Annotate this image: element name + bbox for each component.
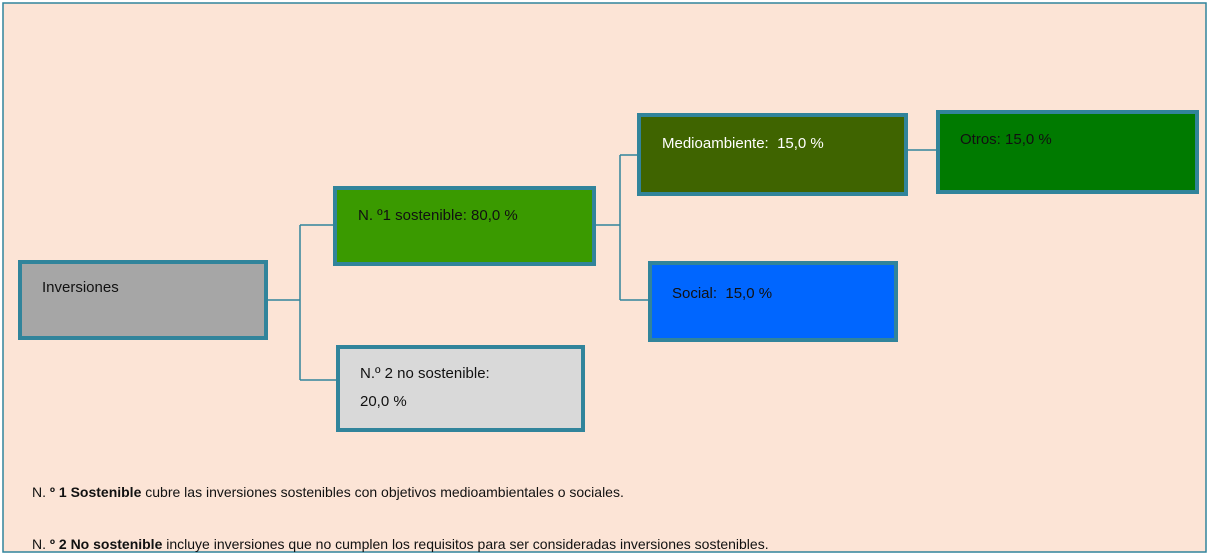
node-label: Otros: 15,0 % <box>960 131 1052 148</box>
node-label: 20,0 % <box>360 393 407 410</box>
node-label: Medioambiente: 15,0 % <box>662 135 824 152</box>
footnote-text: incluye inversiones que no cumplen los r… <box>162 536 768 552</box>
footnote: N. º 2 No sostenible incluye inversiones… <box>32 536 769 552</box>
footnote-text: N. <box>32 536 50 552</box>
connector <box>266 224 337 381</box>
node-box <box>936 110 1199 194</box>
footnote-text: cubre las inversiones sostenibles con ob… <box>141 484 623 500</box>
footnote-term: º 1 Sostenible <box>50 484 142 500</box>
node-label: Inversiones <box>42 279 119 296</box>
node-box <box>637 113 908 196</box>
node-label: N.º 2 no sostenible: <box>360 365 490 382</box>
node-label: N. º1 sostenible: 80,0 % <box>358 207 518 224</box>
connector <box>594 154 649 301</box>
node-label: Social: 15,0 % <box>672 285 772 302</box>
node-box <box>336 345 585 432</box>
footnote-text: N. <box>32 484 50 500</box>
node-box <box>18 260 268 340</box>
footnote-term: º 2 No sostenible <box>50 536 163 552</box>
node-box <box>333 186 596 266</box>
node-box <box>648 261 898 342</box>
footnote: N. º 1 Sostenible cubre las inversiones … <box>32 484 624 500</box>
